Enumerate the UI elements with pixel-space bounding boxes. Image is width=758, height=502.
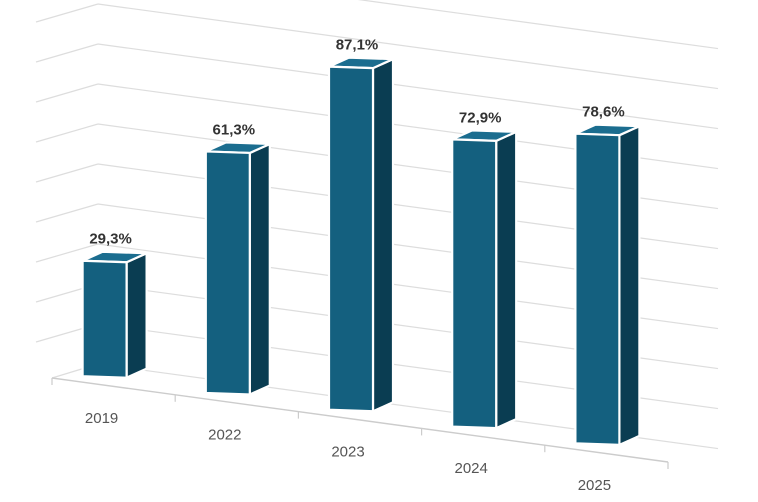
data-label: 61,3% <box>213 121 256 138</box>
data-label: 87,1% <box>336 37 379 54</box>
x-axis-line <box>51 377 669 463</box>
x-tick-label: 2022 <box>208 427 241 444</box>
bar <box>81 250 148 379</box>
bar-front <box>451 138 498 430</box>
grid-side-line <box>35 203 99 223</box>
bar <box>451 129 518 430</box>
data-label: 29,3% <box>89 231 132 248</box>
x-tick-label: 2019 <box>85 410 118 427</box>
grid-line <box>97 43 719 130</box>
grid-side-line <box>35 3 99 23</box>
grid-side-line <box>35 83 99 103</box>
bar <box>204 141 271 396</box>
grid-side-line <box>35 123 99 143</box>
bar-side <box>125 252 148 379</box>
bar-side <box>371 57 395 413</box>
value-labels: 29,3% 61,3% 87,1% 72,9% 78,6% <box>89 37 624 248</box>
bar-front <box>81 259 128 379</box>
grid-line <box>97 3 719 90</box>
bar-side <box>495 130 518 430</box>
bar <box>574 123 641 446</box>
bars <box>81 56 641 446</box>
bar-side <box>618 125 641 446</box>
x-tick-label: 2025 <box>578 477 611 494</box>
bar-front <box>204 150 251 396</box>
bar <box>327 56 395 413</box>
bar-side <box>248 142 271 396</box>
data-label: 78,6% <box>582 104 625 121</box>
grid-side-line <box>35 163 99 183</box>
grid-side-line <box>35 243 99 263</box>
bar-front <box>574 132 621 446</box>
data-label: 72,9% <box>459 109 502 126</box>
grid-line <box>357 0 719 50</box>
x-tick-label: 2024 <box>455 460 488 477</box>
x-tick-label: 2023 <box>331 443 364 460</box>
x-tick-labels: 2019 2022 2023 2024 2025 <box>85 410 611 494</box>
x-axis <box>51 377 669 469</box>
bar-front <box>327 65 375 413</box>
grid-side-line <box>35 43 99 63</box>
